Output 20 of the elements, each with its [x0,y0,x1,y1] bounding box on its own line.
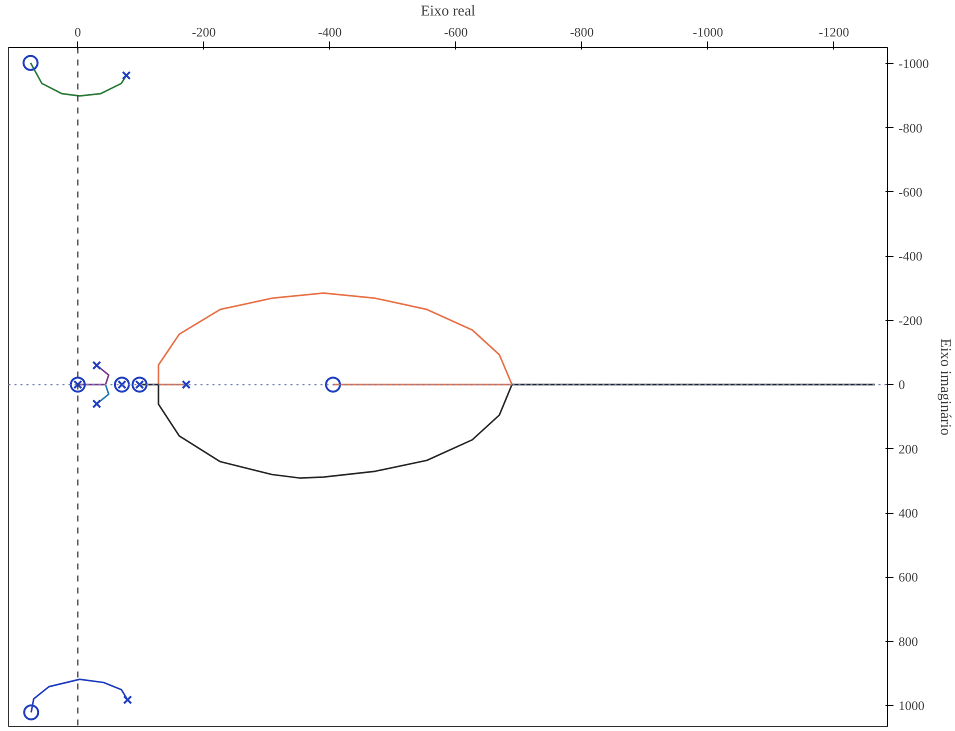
y-tick-label: 0 [898,377,905,392]
x-tick-label: -800 [570,24,594,40]
x-tick-label: -400 [318,24,342,40]
x-axis-title: Eixo real [420,4,476,20]
x-tick-label: -1000 [692,24,724,40]
y-axis-title: Eixo imaginário [936,338,953,436]
x-tick-label: -600 [444,24,468,40]
y-tick-label: 400 [898,506,918,521]
y-tick-label: 200 [898,441,918,456]
x-tick-label: -1200 [818,24,850,40]
y-tick-label: -800 [898,120,922,136]
x-tick-label: 0 [74,24,82,40]
y-tick-label: -600 [898,184,922,200]
y-tick-label: -200 [898,312,922,328]
y-tick-label: 1000 [898,698,924,714]
y-tick-label: 600 [898,570,918,585]
y-tick-label: -1000 [898,56,929,72]
x-tick-label: -200 [192,24,216,40]
y-tick-label: 800 [898,634,918,649]
y-tick-label: -400 [898,248,922,264]
